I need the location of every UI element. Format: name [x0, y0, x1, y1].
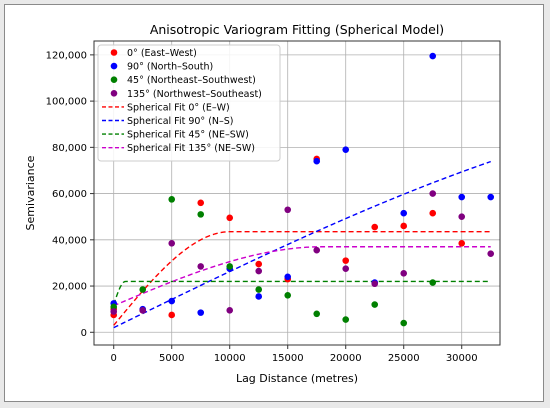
data-point [371, 223, 379, 231]
data-point [139, 307, 147, 314]
data-point [139, 286, 147, 293]
data-point [255, 293, 263, 300]
legend-box [97, 44, 281, 162]
data-point [458, 213, 466, 220]
data-point [226, 214, 234, 222]
y-tick-label: 120,000 [46, 50, 87, 61]
data-point [371, 301, 379, 308]
data-point [342, 316, 350, 323]
fit-line [113, 280, 491, 305]
data-point [168, 297, 176, 305]
data-point [429, 209, 437, 217]
data-point [284, 273, 292, 281]
legend-label: Spherical Fit 135° (NE–SW) [127, 143, 255, 154]
fit-lines [113, 160, 491, 329]
data-point [342, 257, 350, 264]
legend-label: Spherical Fit 0° (E–W) [127, 102, 230, 113]
x-tick-label: 15000 [272, 353, 304, 364]
data-point [487, 250, 495, 257]
data-point [458, 239, 466, 247]
data-point [168, 196, 176, 203]
legend: 0° (East–West) 90° (North–South) 45° (Nort… [97, 44, 281, 162]
data-point [313, 246, 321, 254]
x-tick-label: 30000 [446, 353, 478, 364]
data-point [342, 146, 350, 153]
data-point [284, 206, 292, 214]
data-point [255, 267, 263, 275]
data-points [110, 52, 495, 327]
data-point [400, 222, 408, 230]
plot-border [93, 40, 501, 346]
x-tick-label: 20000 [330, 353, 362, 364]
x-axis-ticks: 0 5000 10000 15000 20000 25000 30000 [111, 345, 478, 364]
y-axis-ticks: 0 20,000 40,000 60,000 80,000 100,000 120,000 [46, 50, 94, 339]
x-tick-label: 25000 [388, 353, 420, 364]
data-point [197, 309, 205, 316]
data-point [226, 263, 234, 270]
data-point [429, 190, 437, 197]
x-tick-label: 0 [111, 353, 117, 364]
data-point [197, 199, 205, 207]
data-point [342, 265, 350, 273]
y-tick-label: 80,000 [52, 143, 87, 154]
data-point [429, 279, 437, 286]
x-tick-label: 10000 [214, 353, 246, 364]
data-point [487, 193, 495, 201]
legend-label: Spherical Fit 45° (NE–SW) [127, 130, 249, 141]
y-axis-label: Semivariance [24, 155, 37, 230]
data-point [168, 311, 176, 319]
legend-label: 0° (East–West) [127, 48, 197, 59]
legend-label: 45° (Northeast–Southwest) [127, 75, 256, 86]
fit-line [113, 160, 491, 329]
legend-label: 90° (North–South) [127, 62, 213, 73]
data-point [458, 193, 466, 201]
data-point [197, 211, 205, 218]
x-axis-label: Lag Distance (metres) [236, 372, 358, 385]
data-point [313, 310, 321, 318]
x-tick-label: 5000 [159, 353, 184, 364]
legend-label: 135° (Northwest–Southeast) [127, 89, 262, 100]
legend-marker [110, 62, 118, 70]
data-point [110, 308, 118, 315]
y-tick-label: 100,000 [46, 97, 87, 108]
data-point [400, 209, 408, 217]
data-point [400, 270, 408, 277]
data-point [284, 291, 292, 299]
data-point [371, 280, 379, 288]
data-point [400, 319, 408, 327]
data-point [197, 263, 205, 270]
chart-title: Anisotropic Variogram Fitting (Spherical… [150, 22, 444, 37]
y-tick-label: 60,000 [52, 189, 87, 200]
legend-marker [110, 49, 118, 56]
data-point [255, 286, 263, 293]
data-point [255, 260, 263, 268]
data-point [110, 303, 118, 311]
y-tick-label: 20,000 [52, 282, 87, 293]
data-point [313, 157, 321, 165]
legend-label: Spherical Fit 90° (N–S) [127, 116, 234, 127]
legend-marker [110, 90, 118, 97]
y-tick-label: 40,000 [52, 235, 87, 246]
y-tick-label: 0 [81, 328, 87, 339]
data-point [429, 52, 437, 60]
fit-line [113, 231, 491, 326]
data-point [226, 307, 234, 314]
fit-line [113, 246, 491, 307]
data-point [168, 239, 176, 247]
legend-marker [110, 76, 118, 83]
